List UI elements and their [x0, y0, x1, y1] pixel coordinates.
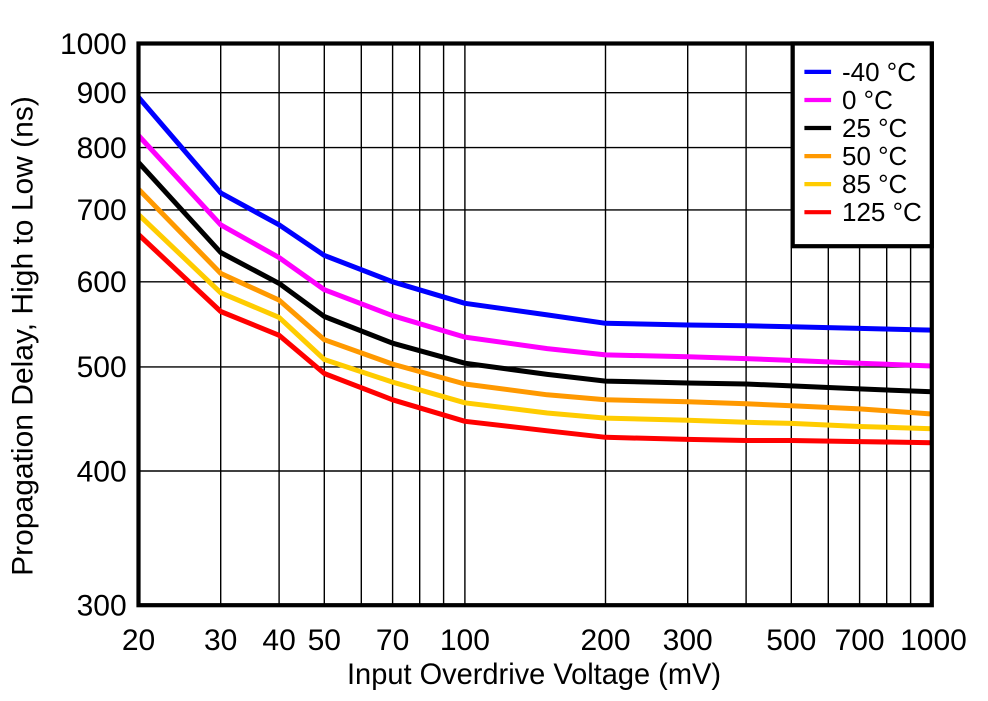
svg-text:50 °C: 50 °C [842, 141, 907, 171]
svg-text:30: 30 [204, 624, 237, 657]
svg-text:200: 200 [580, 624, 630, 657]
svg-text:25 °C: 25 °C [842, 113, 907, 143]
svg-text:70: 70 [376, 624, 409, 657]
svg-text:100: 100 [440, 624, 490, 657]
svg-text:Input Overdrive Voltage (mV): Input Overdrive Voltage (mV) [347, 658, 721, 691]
svg-text:125 °C: 125 °C [842, 197, 922, 227]
svg-text:700: 700 [835, 624, 885, 657]
svg-text:-40 °C: -40 °C [842, 57, 916, 87]
svg-text:Propagation Delay, High to Low: Propagation Delay, High to Low (ns) [7, 96, 40, 576]
svg-text:500: 500 [77, 351, 127, 384]
svg-text:50: 50 [308, 624, 341, 657]
svg-text:0 °C: 0 °C [842, 85, 893, 115]
svg-text:400: 400 [77, 455, 127, 488]
svg-text:40: 40 [262, 624, 295, 657]
svg-text:1000: 1000 [60, 28, 127, 61]
svg-text:600: 600 [77, 266, 127, 299]
svg-text:900: 900 [77, 77, 127, 110]
svg-text:800: 800 [77, 132, 127, 165]
svg-text:85 °C: 85 °C [842, 169, 907, 199]
svg-text:20: 20 [122, 624, 155, 657]
svg-text:500: 500 [766, 624, 816, 657]
svg-text:1000: 1000 [900, 624, 967, 657]
svg-text:300: 300 [663, 624, 713, 657]
svg-text:300: 300 [77, 590, 127, 623]
svg-text:700: 700 [77, 194, 127, 227]
